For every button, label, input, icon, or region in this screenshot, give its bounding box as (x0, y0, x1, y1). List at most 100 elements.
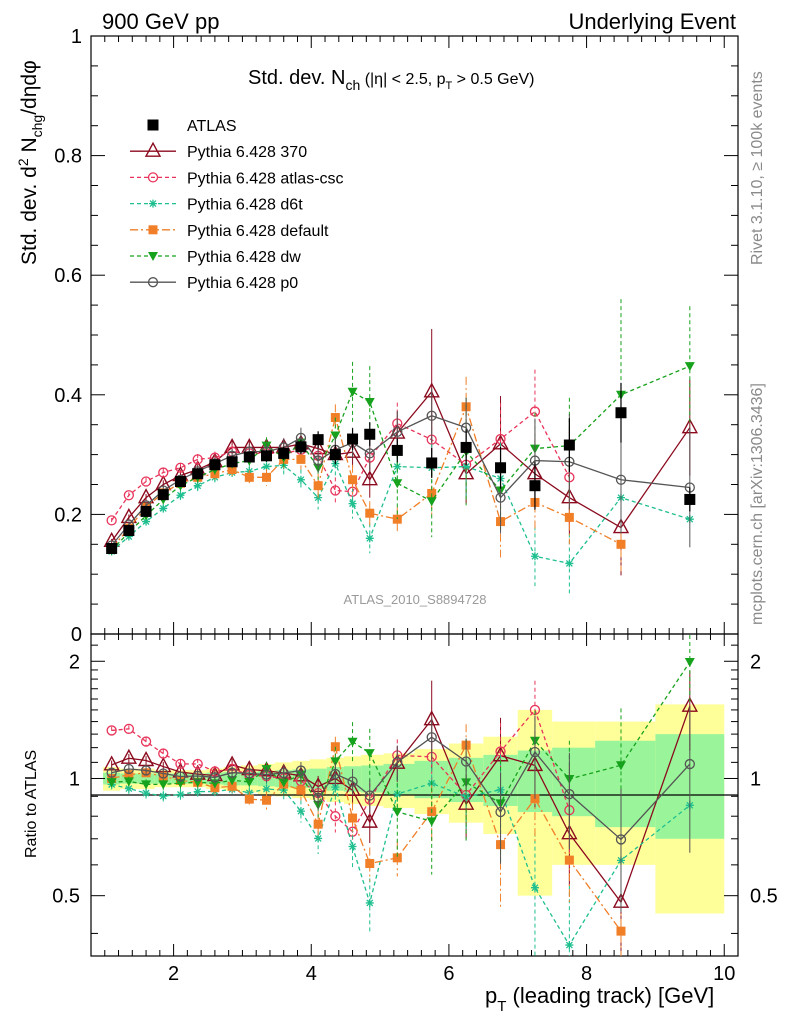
x-tick-label: 10 (713, 963, 735, 985)
series-2-ratio-line (111, 782, 691, 947)
series-5-ratio-point (209, 772, 221, 783)
band-inner (361, 765, 384, 793)
atlas-point (123, 525, 135, 537)
atlas-point (312, 434, 324, 446)
atlas-point (364, 428, 376, 440)
ratio-curves (103, 634, 698, 956)
series-2-point (565, 559, 574, 568)
series-3-ratio-point (564, 855, 574, 865)
series-0-ratio-point (361, 812, 378, 828)
atlas-point (347, 433, 359, 445)
band-inner (595, 740, 656, 828)
series-5-ratio-point (295, 765, 307, 776)
series-2-ratio-point (142, 789, 151, 798)
series-3-ratio-point (227, 781, 237, 791)
series-4-ratio-point (227, 776, 238, 786)
series-4-ratio-point (175, 779, 186, 789)
mcplots-label: mcplots.cern.ch [arXiv:1306.3436] (749, 383, 766, 625)
atlas-point (529, 480, 541, 492)
series-5-ratio-point (364, 790, 375, 801)
series-4-point (347, 387, 358, 397)
series-5-ratio-point (426, 732, 437, 743)
y-tick-label: 0.6 (54, 265, 82, 287)
series-5-ratio-point (460, 756, 472, 767)
analysis-label: ATLAS_2010_S8894728 (344, 592, 487, 607)
series-3-point (296, 454, 306, 464)
series-5-ratio-point (140, 765, 152, 776)
atlas-point (209, 459, 221, 471)
x-tick-label: 8 (581, 963, 592, 985)
series-2-ratio-point (193, 787, 202, 796)
series-4-point (364, 397, 375, 407)
series-5-ratio-point (347, 776, 358, 787)
atlas-point (495, 462, 507, 474)
series-1-point (140, 476, 152, 487)
header-right: Underlying Event (568, 9, 736, 34)
series-5-ratio-point (278, 767, 289, 779)
series-4-ratio-point (392, 807, 403, 817)
atlas-point (261, 450, 273, 462)
main-curves (103, 299, 698, 594)
series-3-ratio-point (348, 813, 358, 823)
series-2-point (530, 552, 539, 561)
header-left: 900 GeV pp (102, 9, 219, 34)
atlas-point (329, 449, 341, 461)
series-4-ratio-point (141, 780, 152, 790)
series-2-point (393, 462, 402, 471)
series-4-point (392, 479, 403, 489)
series-1-ratio-point (330, 811, 341, 822)
legend-label: Pythia 6.428 atlas-csc (187, 170, 344, 187)
series-4-point (684, 362, 695, 372)
atlas-point (278, 447, 290, 459)
series-5-ratio-point (226, 767, 238, 778)
series-5-ratio-point (244, 768, 255, 779)
series-3-ratio-point (313, 819, 323, 829)
series-4-ratio-point (684, 658, 695, 668)
legend-marker (148, 225, 158, 235)
series-2-ratio-point (565, 941, 574, 950)
series-0-ratio-point (120, 748, 138, 764)
legend-label: Pythia 6.428 dw (187, 249, 301, 266)
series-4-ratio-point (158, 780, 169, 790)
series-2-point (462, 462, 471, 471)
series-4-ratio-point (426, 817, 437, 827)
series-4-ratio-line (111, 661, 691, 823)
atlas-point (192, 468, 204, 480)
series-3-point (616, 539, 626, 549)
series-1-line (111, 410, 570, 521)
series-5-ratio-point (564, 789, 575, 800)
series-3-point (244, 472, 254, 482)
series-1-ratio-point (123, 723, 135, 735)
band-inner (383, 763, 415, 795)
series-1-ratio-point (158, 748, 169, 759)
series-3-ratio-point (296, 785, 306, 795)
series-3-point (227, 465, 237, 475)
series-5-ratio-point (175, 771, 186, 782)
series-1-point (175, 462, 186, 473)
series-2-ratio-point (331, 783, 340, 792)
series-2-point (365, 534, 374, 543)
ratio-bands (103, 704, 725, 914)
y-tick-label: 0.4 (54, 385, 82, 407)
series-4-ratio-point (364, 749, 375, 759)
series-5-ratio-point (123, 763, 135, 775)
atlas-point (460, 441, 472, 453)
series-1-point (123, 490, 135, 501)
series-0-point (361, 470, 378, 486)
series-2-point (193, 481, 202, 490)
series-3-point (564, 512, 574, 522)
atlas-point (684, 493, 696, 505)
ratio-tick-label-right: 2 (750, 651, 761, 673)
series-4-point (426, 497, 437, 507)
legend-marker (149, 199, 157, 208)
series-4-ratio-point (192, 778, 203, 788)
series-2-ratio-point (393, 790, 402, 799)
series-2-ratio-point (348, 842, 357, 851)
x-tick-label: 2 (168, 963, 179, 985)
rivet-label: Rivet 3.1.10, ≥ 100k events (749, 71, 766, 265)
ratio-tick-label-right: 0.5 (750, 886, 778, 908)
atlas-point (226, 456, 238, 468)
atlas-point (426, 457, 438, 469)
series-1-ratio-point (106, 725, 117, 736)
y-axis-label: Std. dev. d2 Nchg/dηdφ (15, 60, 45, 265)
